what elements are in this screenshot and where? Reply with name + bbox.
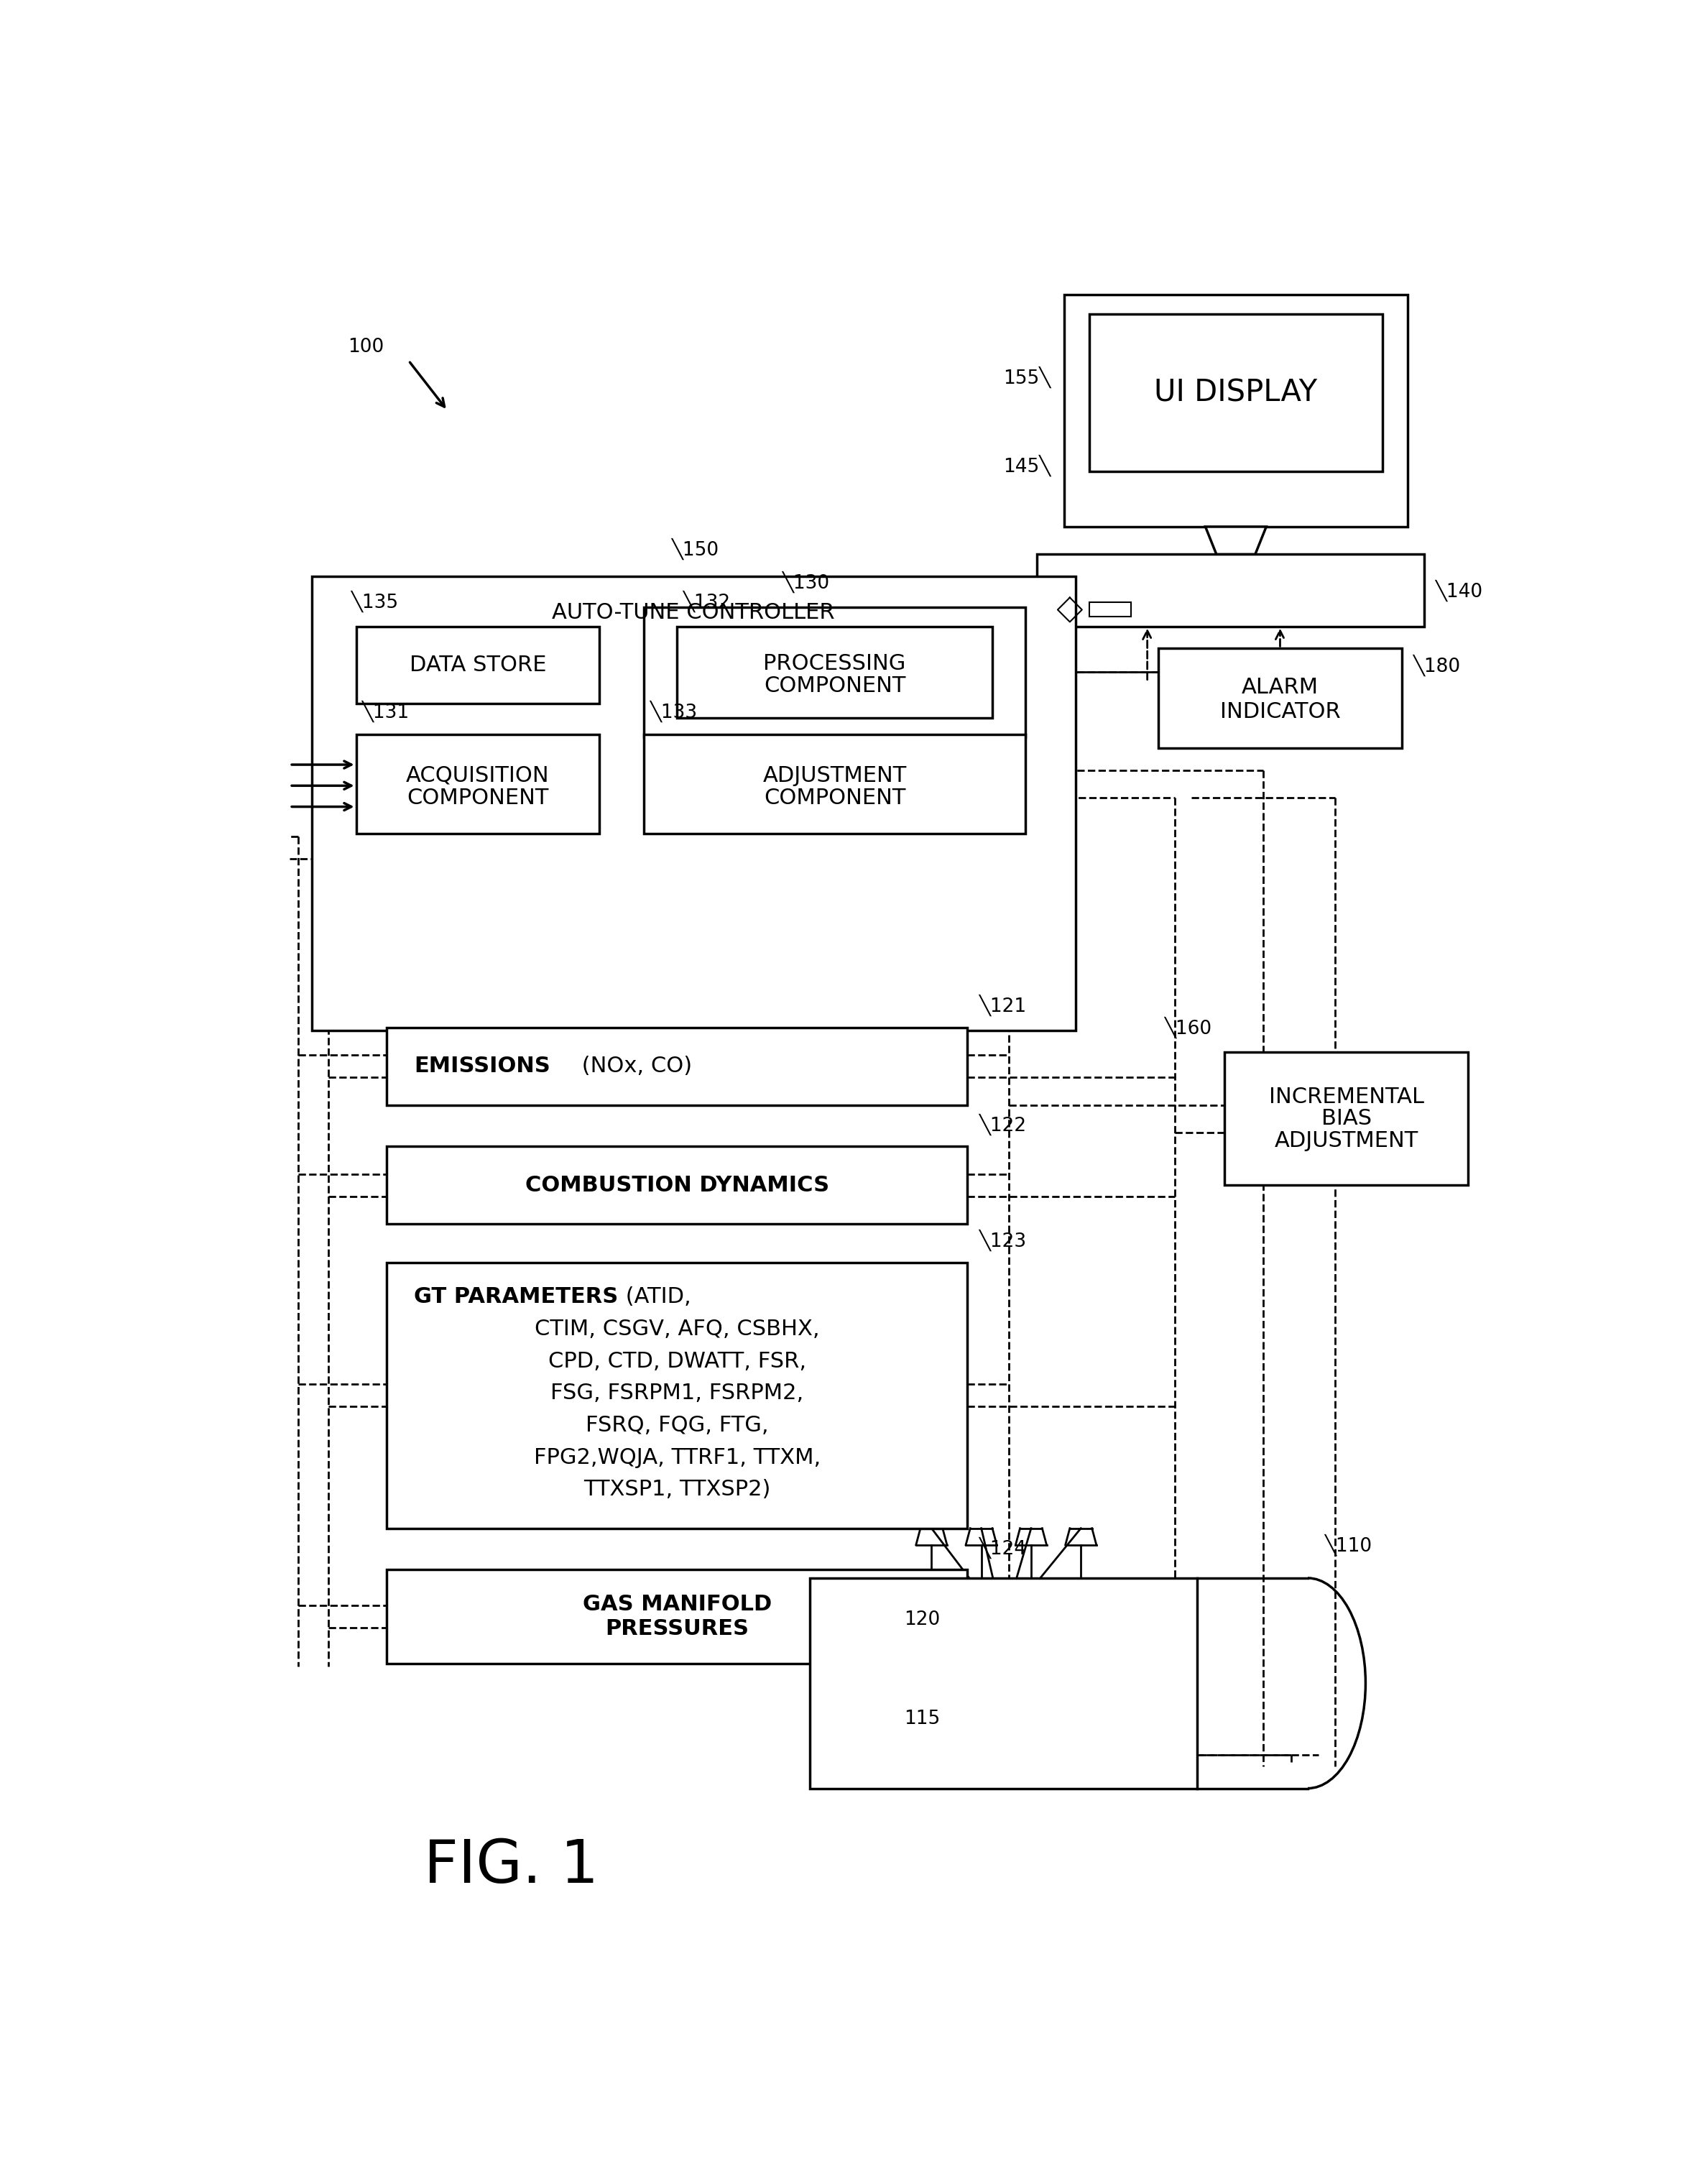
Text: 115: 115 <box>904 1710 939 1728</box>
Text: ╲110: ╲110 <box>1324 1534 1372 1556</box>
Text: GT PARAMETERS: GT PARAMETERS <box>413 1286 618 1308</box>
Bar <box>1037 555 1424 627</box>
Text: ╲132: ╲132 <box>683 590 729 611</box>
Bar <box>386 1262 967 1528</box>
Text: ╲150: ╲150 <box>671 537 719 559</box>
Text: ╲124: ╲124 <box>979 1536 1027 1558</box>
Bar <box>644 733 1025 833</box>
Text: COMBUSTION DYNAMICS: COMBUSTION DYNAMICS <box>524 1175 828 1195</box>
Text: 145╲: 145╲ <box>1003 455 1050 477</box>
Text: ╲140: ╲140 <box>1435 579 1483 601</box>
Bar <box>1090 313 1382 472</box>
Bar <box>676 627 992 718</box>
Text: ╲160: ╲160 <box>1163 1016 1211 1038</box>
Text: ╲133: ╲133 <box>649 701 697 722</box>
Text: COMPONENT: COMPONENT <box>763 675 905 696</box>
Text: PROCESSING: PROCESSING <box>763 653 905 675</box>
Text: CPD, CTD, DWATT, FSR,: CPD, CTD, DWATT, FSR, <box>548 1351 806 1371</box>
Text: DATA STORE: DATA STORE <box>410 655 547 675</box>
Text: 155╲: 155╲ <box>1003 366 1050 387</box>
Text: ADJUSTMENT: ADJUSTMENT <box>763 766 907 786</box>
Text: BIAS: BIAS <box>1322 1108 1372 1129</box>
Bar <box>355 627 600 703</box>
Bar <box>1225 1053 1469 1186</box>
Text: ADJUSTMENT: ADJUSTMENT <box>1274 1132 1418 1151</box>
Text: FSG, FSRPM1, FSRPM2,: FSG, FSRPM1, FSRPM2, <box>550 1382 803 1404</box>
Bar <box>644 607 1025 738</box>
Bar <box>810 1578 1197 1789</box>
Text: AUTO-TUNE CONTROLLER: AUTO-TUNE CONTROLLER <box>552 603 835 622</box>
Bar <box>386 1027 967 1105</box>
Text: ╲131: ╲131 <box>362 701 410 722</box>
Text: ╲123: ╲123 <box>979 1229 1027 1251</box>
Text: FPG2,WQJA, TTRF1, TTXM,: FPG2,WQJA, TTRF1, TTXM, <box>533 1447 820 1469</box>
Text: EMISSIONS: EMISSIONS <box>413 1055 550 1077</box>
Text: FIG. 1: FIG. 1 <box>424 1837 598 1895</box>
Bar <box>313 577 1076 1029</box>
Bar <box>386 1569 967 1665</box>
Text: ALARM: ALARM <box>1242 677 1319 698</box>
Text: INCREMENTAL: INCREMENTAL <box>1269 1086 1424 1108</box>
Text: COMPONENT: COMPONENT <box>407 788 548 807</box>
Text: ╲180: ╲180 <box>1413 655 1460 677</box>
Text: ╲135: ╲135 <box>350 590 398 611</box>
Text: ╲122: ╲122 <box>979 1114 1027 1136</box>
Bar <box>1158 648 1402 749</box>
Text: PRESSURES: PRESSURES <box>605 1619 748 1639</box>
Text: (ATID,: (ATID, <box>618 1286 692 1308</box>
Bar <box>355 733 600 833</box>
Text: INDICATOR: INDICATOR <box>1220 701 1341 722</box>
Bar <box>386 1147 967 1223</box>
Text: (NOx, CO): (NOx, CO) <box>574 1055 692 1077</box>
Text: COMPONENT: COMPONENT <box>763 788 905 807</box>
Polygon shape <box>1206 527 1266 555</box>
Text: 120: 120 <box>904 1610 939 1630</box>
Text: ACQUISITION: ACQUISITION <box>407 766 550 786</box>
Text: ╲121: ╲121 <box>979 994 1027 1016</box>
Bar <box>1064 294 1407 527</box>
Text: ╲130: ╲130 <box>782 570 830 594</box>
Text: CTIM, CSGV, AFQ, CSBHX,: CTIM, CSGV, AFQ, CSBHX, <box>535 1319 820 1340</box>
Text: GAS MANIFOLD: GAS MANIFOLD <box>582 1595 772 1615</box>
Text: FSRQ, FQG, FTG,: FSRQ, FQG, FTG, <box>586 1414 769 1436</box>
Text: UI DISPLAY: UI DISPLAY <box>1155 376 1317 407</box>
Text: TTXSP1, TTXSP2): TTXSP1, TTXSP2) <box>584 1480 770 1499</box>
Bar <box>1090 603 1131 618</box>
Text: 100: 100 <box>348 337 384 357</box>
